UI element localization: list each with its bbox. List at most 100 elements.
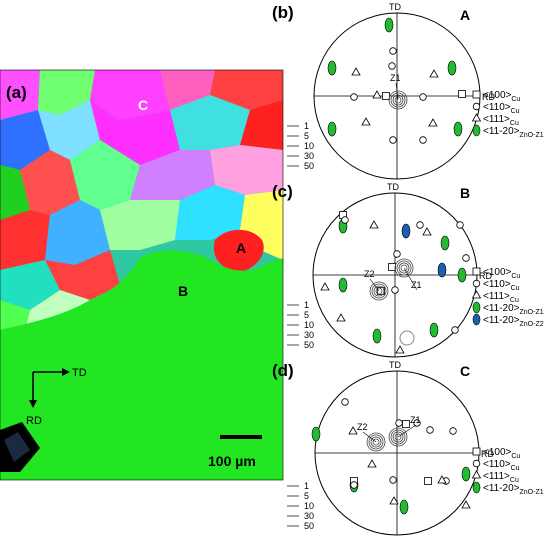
sample-axes: [29, 368, 70, 408]
pf1-cu111-pole: [422, 227, 432, 236]
pf2-td-label: TD: [389, 360, 401, 370]
pf2-cu100-pole: [424, 477, 432, 485]
pf2-contour: [388, 427, 408, 447]
pf0-contour-key-label: 5: [304, 131, 309, 141]
map-border: [0, 69, 284, 481]
panel-a-label: (a): [6, 83, 27, 102]
pf2-zone-label: Z1: [410, 415, 421, 425]
pf0-cu110-pole: [389, 136, 397, 144]
pf1-legend-subscript: Cu: [511, 285, 520, 292]
pf0-cu100-pole: [382, 92, 390, 100]
pf2-zno-z1-pole: [461, 466, 471, 482]
pf2-cu111-pole: [461, 500, 471, 509]
grain-b-label: B: [178, 283, 188, 299]
pf0-cu100-pole: [458, 90, 466, 98]
pf2-legend-subscript: Cu: [511, 453, 520, 460]
pf0-cu111-pole: [429, 69, 439, 78]
ebsd-map: [0, 70, 283, 480]
pf2-legend-subscript: ZnO-Z1: [520, 489, 544, 496]
pf1-legend-text: <100>Cu: [483, 267, 520, 280]
pf1-panel-label: (c): [272, 182, 293, 201]
pf1-legend-subscript: ZnO-Z2: [520, 321, 544, 328]
pf2-contour-key-label: 10: [304, 501, 314, 511]
axis-rd-label: RD: [26, 415, 42, 427]
pf2-legend-subscript: Cu: [510, 477, 519, 484]
pf2-cu110-pole: [449, 427, 457, 435]
pf2-contour-key-label: 30: [304, 511, 314, 521]
pf2-contour: [394, 433, 402, 441]
pf2-contour: [368, 434, 384, 450]
pf1-cu111-pole: [320, 282, 330, 291]
pf2-contour: [392, 431, 404, 443]
pf2-panel-label: (d): [272, 361, 294, 380]
pf2-legend-text: <110>Cu: [483, 459, 520, 472]
pf0-legend-subscript: Cu: [511, 96, 520, 103]
pf0-legend-symbol: [472, 124, 481, 137]
pf1-contour: [373, 285, 385, 297]
pf2-legend-text: <11-20>ZnO-Z1: [483, 483, 544, 496]
pf1-rd-label: RD: [479, 271, 492, 281]
pf0-cu111-pole: [428, 118, 438, 127]
pf0-cu111-pole: [361, 117, 371, 126]
pf0-cu110-pole: [419, 93, 427, 101]
pf2-cu111-pole: [367, 459, 377, 468]
pf2-contour-key-label: 5: [304, 491, 309, 501]
pf2-contour: [390, 429, 406, 445]
pf2-cu110-pole: [350, 481, 358, 489]
pf2-rd-label: RD: [481, 449, 494, 459]
pf1-legend-symbol: [472, 313, 481, 326]
pf1-zone-leader: [369, 278, 380, 292]
pf1-zno-z1-pole: [372, 328, 382, 344]
pf2-contour-key-label: 50: [304, 521, 314, 531]
pf1-legend-subscript: ZnO-Z1: [520, 309, 544, 316]
pf1-contour: [394, 258, 414, 278]
pf1-legend-symbol: [472, 279, 481, 288]
pf1-contour-key-label: 5: [304, 310, 309, 320]
pf2-legend-symbol: [472, 447, 481, 456]
pf0-zone-label: Z1: [390, 73, 401, 83]
pf2-zone-label: Z2: [357, 422, 368, 432]
pf2-cu100-pole: [402, 420, 410, 428]
pf0-legend-symbol: [472, 102, 481, 111]
pf1-contour-key-label: 50: [304, 340, 314, 350]
pf1-contour: [371, 283, 387, 299]
pf2-cu111-pole: [389, 496, 399, 505]
scale-bar-label: 100 µm: [208, 453, 256, 469]
pf2-cu110-pole: [341, 398, 349, 406]
pf0-contour-key-label: 50: [304, 161, 314, 171]
pf0-cu110-pole: [419, 136, 427, 144]
pf2-grain-label: C: [460, 363, 470, 379]
pf1-grain-label: B: [460, 185, 470, 201]
pf2-cu110-pole: [395, 419, 403, 427]
pf1-contour: [396, 260, 412, 276]
pf0-legend-symbol: [472, 90, 481, 99]
pf1-cu110-pole: [393, 250, 401, 258]
pf2-cu110-pole: [389, 476, 397, 484]
pf1-contour: [369, 281, 389, 301]
pf0-cu111-pole: [351, 67, 361, 76]
pf1-contour: [400, 264, 408, 272]
pf1-cu111-pole: [369, 220, 379, 229]
pf1-cu111-pole: [336, 313, 346, 322]
pf0-cu110-pole: [350, 93, 358, 101]
pf1-zno-z1-pole: [457, 267, 467, 283]
pf1-cu111-pole: [395, 345, 405, 354]
pf2-legend-symbol: [472, 481, 481, 494]
pf2-legend-subscript: Cu: [511, 465, 520, 472]
pf0-cu111-pole: [372, 90, 382, 99]
pf2-legend-symbol: [471, 470, 482, 479]
pf0-zno-z1-pole: [327, 60, 337, 76]
pf1-legend-symbol: [471, 290, 482, 299]
pf2-zone-leader: [362, 431, 377, 443]
pf0-contour-key-label: 1: [304, 121, 309, 131]
pf1-contour-key-label: 30: [304, 330, 314, 340]
pf1-cu110-pole: [341, 216, 349, 224]
pf1-zone-label: Z2: [364, 269, 375, 279]
pf1-cu100-pole: [388, 263, 396, 271]
pole-figures: (b) ATDRDZ1<100>Cu<110>Cu<111>Cu<11-20>Zn…: [272, 2, 544, 536]
pf1-legend-subscript: Cu: [511, 273, 520, 280]
pf2-cu111-pole: [437, 475, 447, 484]
pf1-cu110-pole: [391, 286, 399, 294]
pf0-contour: [392, 94, 404, 106]
